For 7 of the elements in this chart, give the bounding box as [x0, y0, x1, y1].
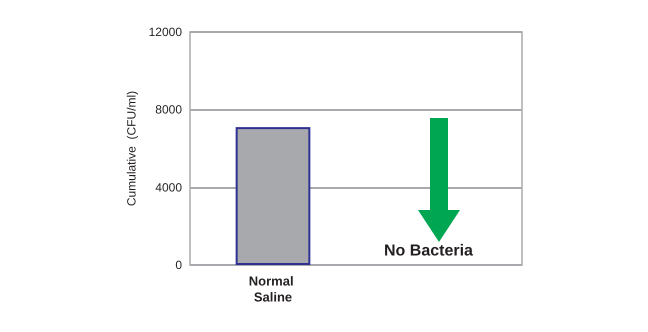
- x-tick-label: Normal Saline: [248, 274, 298, 304]
- annotation: No Bacteria: [384, 242, 474, 260]
- y-tick-label: 4000: [155, 180, 182, 194]
- y-tick-label: 0: [175, 258, 182, 272]
- y-tick-label: 8000: [155, 102, 182, 117]
- y-axis-title: Cumulative (CFU/ml): [124, 90, 139, 206]
- y-tick-label: 12000: [148, 25, 182, 39]
